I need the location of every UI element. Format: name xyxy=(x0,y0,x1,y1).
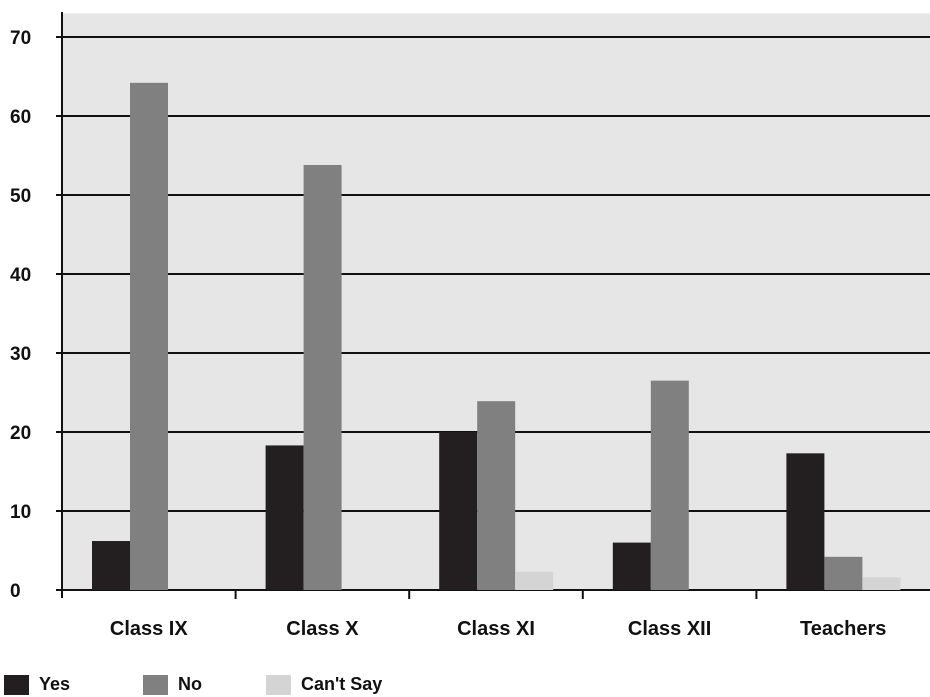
legend-swatch-cant-say xyxy=(266,674,291,695)
legend-swatch-yes xyxy=(4,674,29,695)
legend-item-cant-say: Can't Say xyxy=(266,674,382,695)
x-tick-label: Teachers xyxy=(800,618,886,640)
x-tick-label: Class XII xyxy=(628,618,711,640)
y-tick-label: 40 xyxy=(10,265,31,286)
y-tick-label: 60 xyxy=(10,107,31,128)
bar-yes-class-ix xyxy=(92,541,130,590)
bar-no-teachers xyxy=(824,556,863,590)
bar-can-t-say-teachers xyxy=(862,577,901,590)
bar-no-class-xi xyxy=(477,401,516,590)
legend-item-yes: Yes xyxy=(4,674,70,695)
bar-can-t-say-class-xi xyxy=(515,571,554,590)
legend-label-yes: Yes xyxy=(39,674,71,694)
y-tick-label: 20 xyxy=(10,423,31,444)
bar-no-class-x xyxy=(303,164,342,591)
x-tick-label: Class X xyxy=(286,618,359,640)
bar-yes-teachers xyxy=(786,453,825,590)
y-tick-label: 0 xyxy=(10,581,21,602)
x-tick-label: Class XI xyxy=(457,618,535,640)
legend-label-no: No xyxy=(178,674,202,694)
y-tick-label: 30 xyxy=(10,344,31,365)
legend-swatch-no xyxy=(143,674,168,695)
y-tick-label: 10 xyxy=(10,502,31,523)
bar-yes-class-xii xyxy=(612,542,651,590)
bar-no-class-xii xyxy=(650,380,689,590)
legend-item-no: No xyxy=(143,674,202,695)
bar-no-class-ix xyxy=(130,82,168,590)
legend-label-cant-say: Can't Say xyxy=(301,674,383,694)
bar-yes-class-xi xyxy=(439,432,478,590)
legend: Yes No Can't Say xyxy=(0,674,930,696)
x-tick-label: Class IX xyxy=(110,618,188,640)
bar-yes-class-x xyxy=(265,445,304,590)
bar-chart: 0 10 20 30 40 50 60 70 Class IX Class X Class XI Cl… xyxy=(10,12,930,640)
y-tick-label: 50 xyxy=(10,186,31,207)
y-tick-label: 70 xyxy=(10,28,31,49)
